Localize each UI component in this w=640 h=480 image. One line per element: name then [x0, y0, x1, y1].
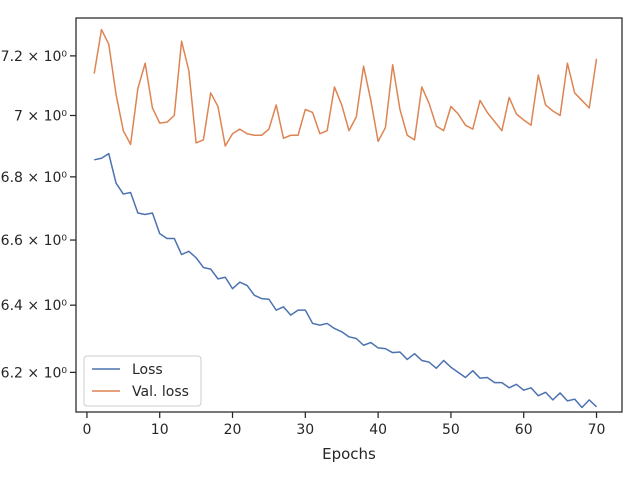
y-tick-label: 6.8 × 10⁰: [1, 170, 68, 186]
x-axis-label: Epochs: [322, 445, 376, 463]
x-tick-label: 10: [151, 422, 169, 438]
series-lines: [93, 28, 598, 409]
x-tick-label: 70: [588, 422, 606, 438]
y-tick-label: 6.4 × 10⁰: [1, 298, 68, 314]
x-tick-label: 40: [369, 422, 387, 438]
legend: Loss Val. loss: [83, 355, 202, 407]
y-tick-label: 7.2 × 10⁰: [1, 49, 68, 65]
legend-label: Loss: [132, 362, 163, 378]
y-tick-label: 6.2 × 10⁰: [1, 365, 68, 381]
x-tick-label: 0: [82, 422, 91, 438]
plot-frame: [75, 17, 623, 413]
y-tick-label: 7 × 10⁰: [14, 109, 67, 125]
x-tick-label: 30: [296, 422, 314, 438]
y-tick-label: 6.6 × 10⁰: [1, 233, 68, 249]
x-axis-ticks: 0 10 20 30 40 50 60 70: [82, 412, 605, 438]
series-line-loss: [94, 152, 598, 409]
legend-label: Val. loss: [132, 384, 189, 400]
series-line-val-loss: [93, 28, 598, 147]
x-tick-label: 20: [224, 422, 242, 438]
y-axis-ticks: 6.2 × 10⁰ 6.4 × 10⁰ 6.6 × 10⁰ 6.8 × 10⁰ 7 × …: [1, 49, 76, 381]
x-tick-label: 50: [442, 422, 460, 438]
x-tick-label: 60: [515, 422, 533, 438]
